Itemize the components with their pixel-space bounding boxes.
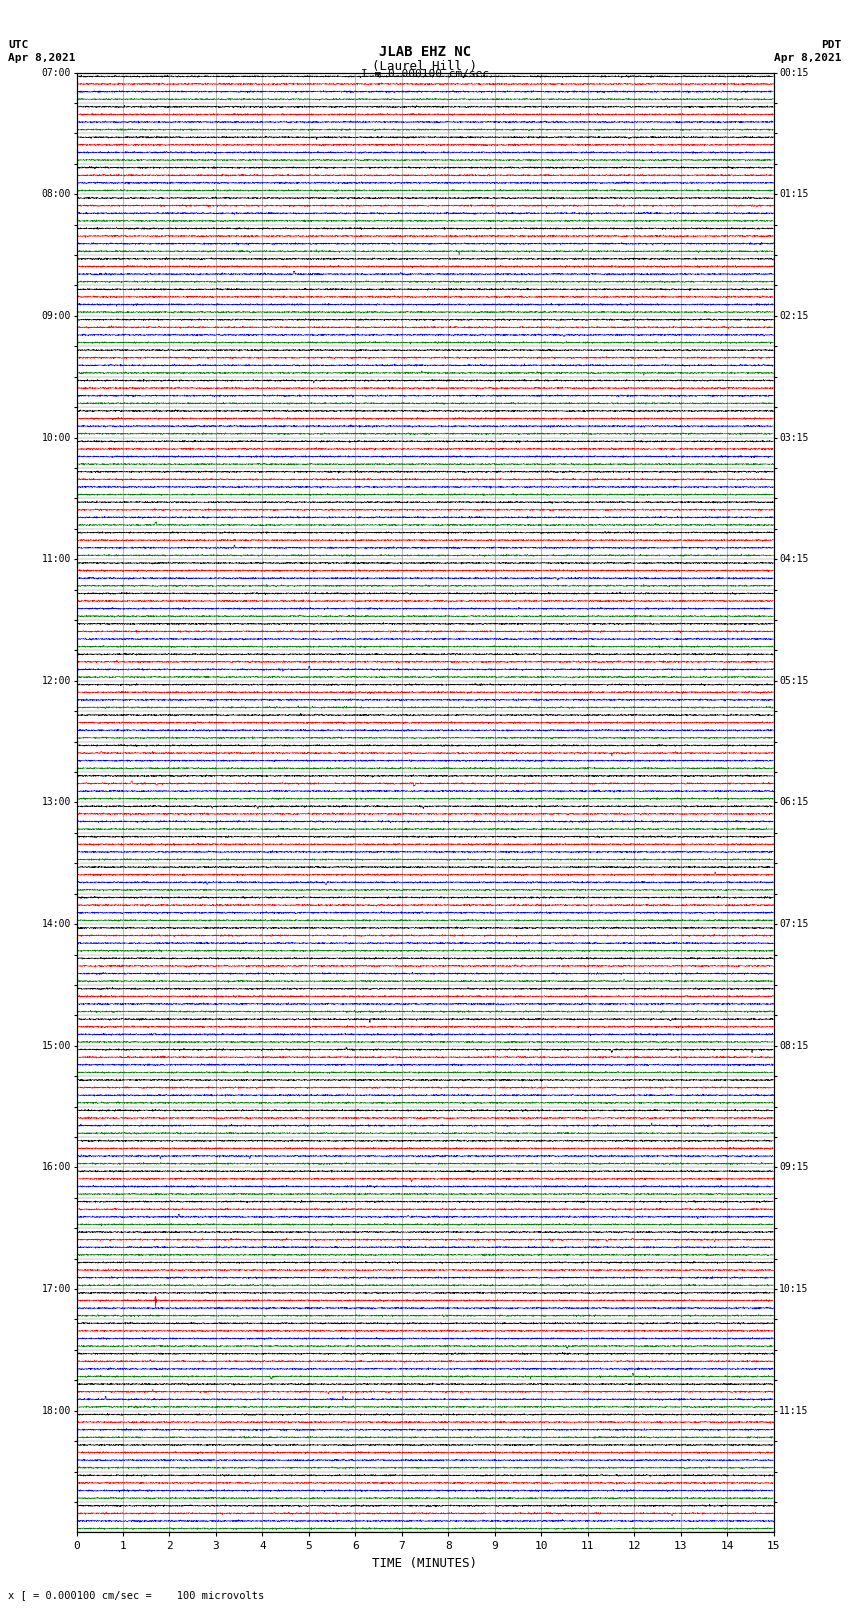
Text: PDT: PDT <box>821 40 842 50</box>
Text: Apr 8,2021: Apr 8,2021 <box>774 53 842 63</box>
X-axis label: TIME (MINUTES): TIME (MINUTES) <box>372 1557 478 1569</box>
Text: (Laurel Hill ): (Laurel Hill ) <box>372 60 478 73</box>
Text: x [ = 0.000100 cm/sec =    100 microvolts: x [ = 0.000100 cm/sec = 100 microvolts <box>8 1590 264 1600</box>
Text: JLAB EHZ NC: JLAB EHZ NC <box>379 45 471 60</box>
Text: UTC: UTC <box>8 40 29 50</box>
Text: Apr 8,2021: Apr 8,2021 <box>8 53 76 63</box>
Text: I = 0.000100 cm/sec: I = 0.000100 cm/sec <box>361 69 489 79</box>
